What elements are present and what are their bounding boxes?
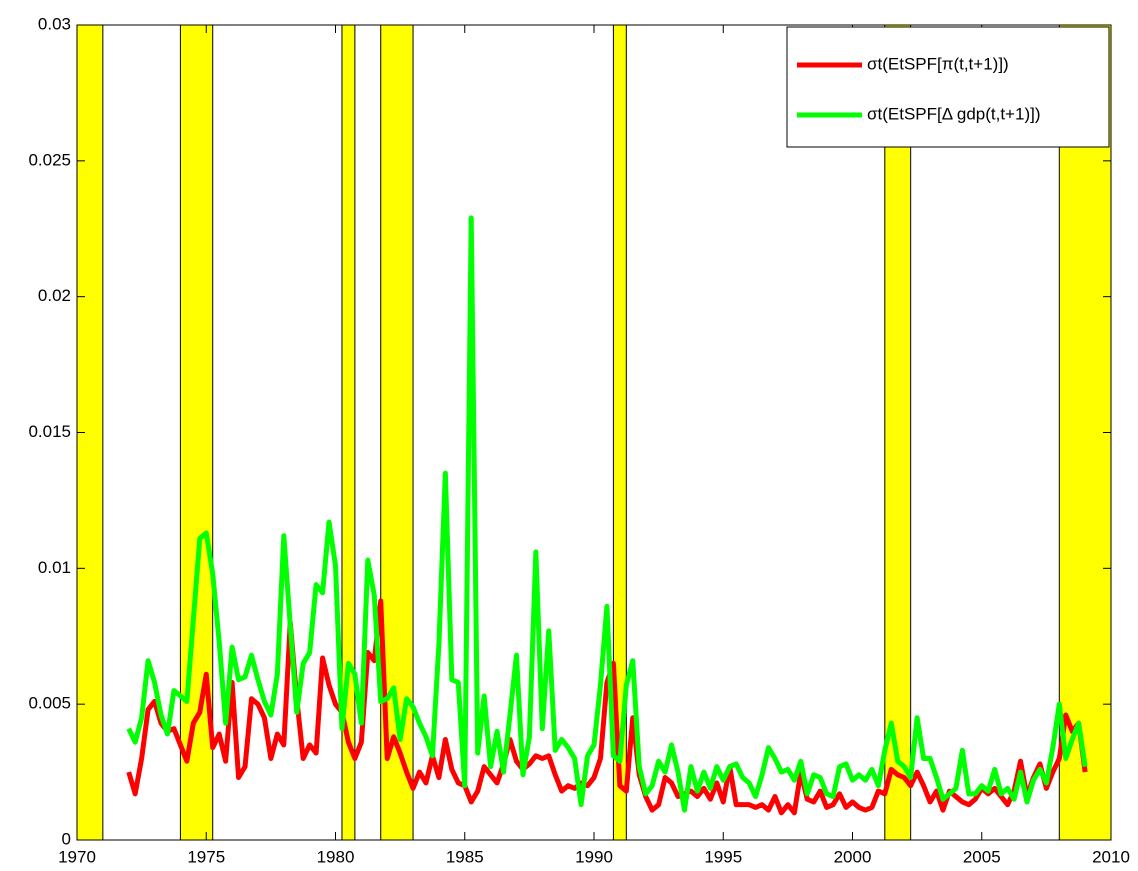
y-tick-label: 0.025 — [28, 150, 71, 169]
legend-label: σt(EtSPF[Δ gdp(t,t+1)]) — [867, 104, 1041, 123]
x-tick-label: 1980 — [317, 847, 355, 866]
x-tick-label: 2005 — [963, 847, 1001, 866]
x-tick-label: 1975 — [187, 847, 225, 866]
y-tick-label: 0.02 — [38, 286, 71, 305]
x-tick-label: 1995 — [704, 847, 742, 866]
x-tick-label: 1990 — [575, 847, 613, 866]
y-tick-label: 0.005 — [28, 694, 71, 713]
y-tick-label: 0.015 — [28, 422, 71, 441]
series-line — [126, 598, 1088, 816]
y-tick-label: 0.01 — [38, 558, 71, 577]
x-tick-label: 2010 — [1092, 847, 1130, 866]
x-tick-label: 1970 — [58, 847, 96, 866]
x-tick-label: 1985 — [446, 847, 484, 866]
series-line — [126, 215, 1088, 813]
legend-box — [786, 26, 1110, 148]
legend-label: σt(EtSPF[π(t,t+1)]) — [867, 54, 1009, 73]
y-tick-label: 0.03 — [38, 14, 71, 33]
x-tick-label: 2000 — [834, 847, 872, 866]
y-tick-label: 0 — [62, 829, 71, 848]
